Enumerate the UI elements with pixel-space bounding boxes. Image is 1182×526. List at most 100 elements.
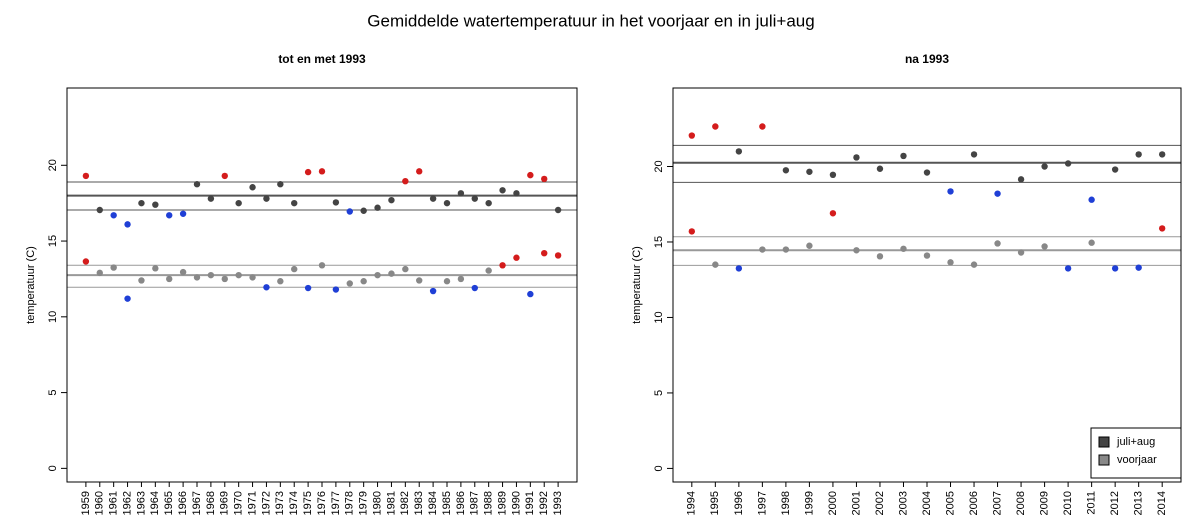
x-tick-label: 1981 — [385, 491, 397, 515]
x-tick-label: 1980 — [371, 491, 383, 515]
point — [947, 188, 954, 195]
point — [193, 181, 201, 188]
point — [541, 175, 548, 183]
point — [735, 265, 743, 272]
point — [513, 254, 520, 261]
x-tick-label: 2004 — [921, 491, 933, 515]
x-tick-label: 2009 — [1038, 491, 1050, 515]
legend-label: juli+aug — [1116, 436, 1155, 448]
point — [1088, 196, 1095, 203]
point — [947, 259, 954, 266]
point — [402, 265, 409, 273]
point — [1064, 265, 1072, 272]
x-tick-label: 1972 — [260, 491, 272, 515]
point — [443, 278, 451, 285]
point — [332, 199, 340, 206]
x-tick-label: 1978 — [344, 491, 356, 515]
point — [735, 148, 743, 155]
x-tick-label: 2001 — [850, 491, 862, 515]
legend — [1090, 427, 1182, 479]
point — [152, 265, 159, 272]
point — [235, 271, 242, 279]
x-tick-label: 2010 — [1062, 491, 1074, 515]
x-tick-label: 1985 — [441, 491, 453, 515]
point — [1041, 163, 1048, 170]
point — [138, 277, 145, 284]
point — [970, 261, 978, 268]
point — [1088, 239, 1095, 246]
point — [1041, 243, 1048, 250]
x-tick-label: 1983 — [413, 491, 425, 515]
point — [782, 246, 790, 253]
x-tick-label: 1977 — [330, 491, 342, 515]
x-tick-label: 1982 — [399, 491, 411, 515]
point — [318, 262, 326, 269]
x-tick-label: 1974 — [288, 491, 300, 515]
point — [806, 168, 813, 175]
point — [457, 275, 465, 283]
point — [82, 172, 90, 180]
point — [759, 123, 766, 130]
point — [388, 270, 395, 277]
point — [471, 284, 478, 292]
x-tick-label: 1993 — [552, 491, 564, 515]
point — [759, 246, 766, 253]
point — [994, 190, 1001, 197]
plot-frame — [672, 87, 1182, 483]
point — [900, 245, 907, 252]
point — [876, 253, 884, 260]
x-tick-label: 1991 — [524, 491, 536, 515]
point — [207, 271, 215, 279]
point — [923, 252, 931, 259]
x-tick-label: 1999 — [803, 491, 815, 515]
x-tick-label: 1968 — [205, 491, 217, 515]
point — [923, 169, 931, 176]
point — [1158, 151, 1166, 158]
y-tick-label: 15 — [47, 235, 59, 247]
y-tick-label: 0 — [653, 465, 665, 471]
x-tick-label: 1960 — [94, 491, 106, 515]
x-tick-label: 2006 — [968, 491, 980, 515]
point — [712, 261, 719, 268]
x-tick-label: 2007 — [991, 491, 1003, 515]
point — [829, 210, 837, 217]
point — [485, 267, 492, 274]
point — [263, 195, 270, 202]
x-tick-label: 1964 — [149, 491, 161, 515]
point — [277, 278, 284, 285]
point — [249, 184, 256, 191]
x-tick-label: 2002 — [874, 491, 886, 515]
x-tick-label: 2000 — [827, 491, 839, 515]
point — [1064, 160, 1072, 167]
y-tick-label: 10 — [653, 311, 665, 323]
point — [360, 278, 367, 285]
point — [332, 286, 340, 293]
x-tick-label: 1967 — [191, 491, 203, 515]
point — [124, 295, 131, 302]
point — [1017, 176, 1025, 183]
point — [110, 212, 117, 219]
panel-title: na 1993 — [905, 52, 949, 66]
point — [82, 258, 90, 265]
point — [96, 206, 103, 214]
point — [110, 264, 117, 271]
point — [806, 242, 813, 249]
x-tick-label: 1979 — [358, 491, 370, 515]
point — [416, 277, 423, 284]
point — [1135, 264, 1142, 271]
point — [554, 252, 562, 259]
x-tick-label: 1970 — [233, 491, 245, 515]
y-tick-label: 15 — [653, 236, 665, 248]
x-tick-label: 2014 — [1156, 491, 1168, 515]
point — [360, 207, 367, 214]
x-tick-label: 1992 — [538, 491, 550, 515]
x-tick-label: 1963 — [135, 491, 147, 515]
point — [527, 290, 534, 298]
x-tick-label: 2005 — [944, 491, 956, 515]
x-tick-label: 1988 — [483, 491, 495, 515]
y-tick-label: 5 — [653, 390, 665, 396]
panel-title: tot en met 1993 — [278, 52, 366, 66]
x-tick-label: 1998 — [780, 491, 792, 515]
legend-swatch — [1098, 436, 1110, 448]
